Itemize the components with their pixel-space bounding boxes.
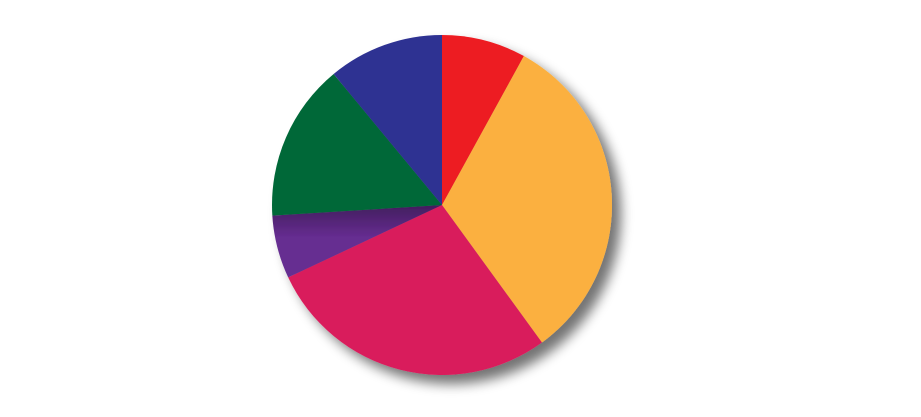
pie-slice-1 (442, 35, 524, 205)
pie-slice-6 (333, 35, 442, 205)
pie-slice-2 (442, 56, 612, 343)
pie-slices (272, 35, 612, 375)
pie-slice-4-shade (272, 205, 442, 278)
pie-slice-5 (272, 74, 442, 216)
pie-slice-3 (288, 205, 542, 375)
